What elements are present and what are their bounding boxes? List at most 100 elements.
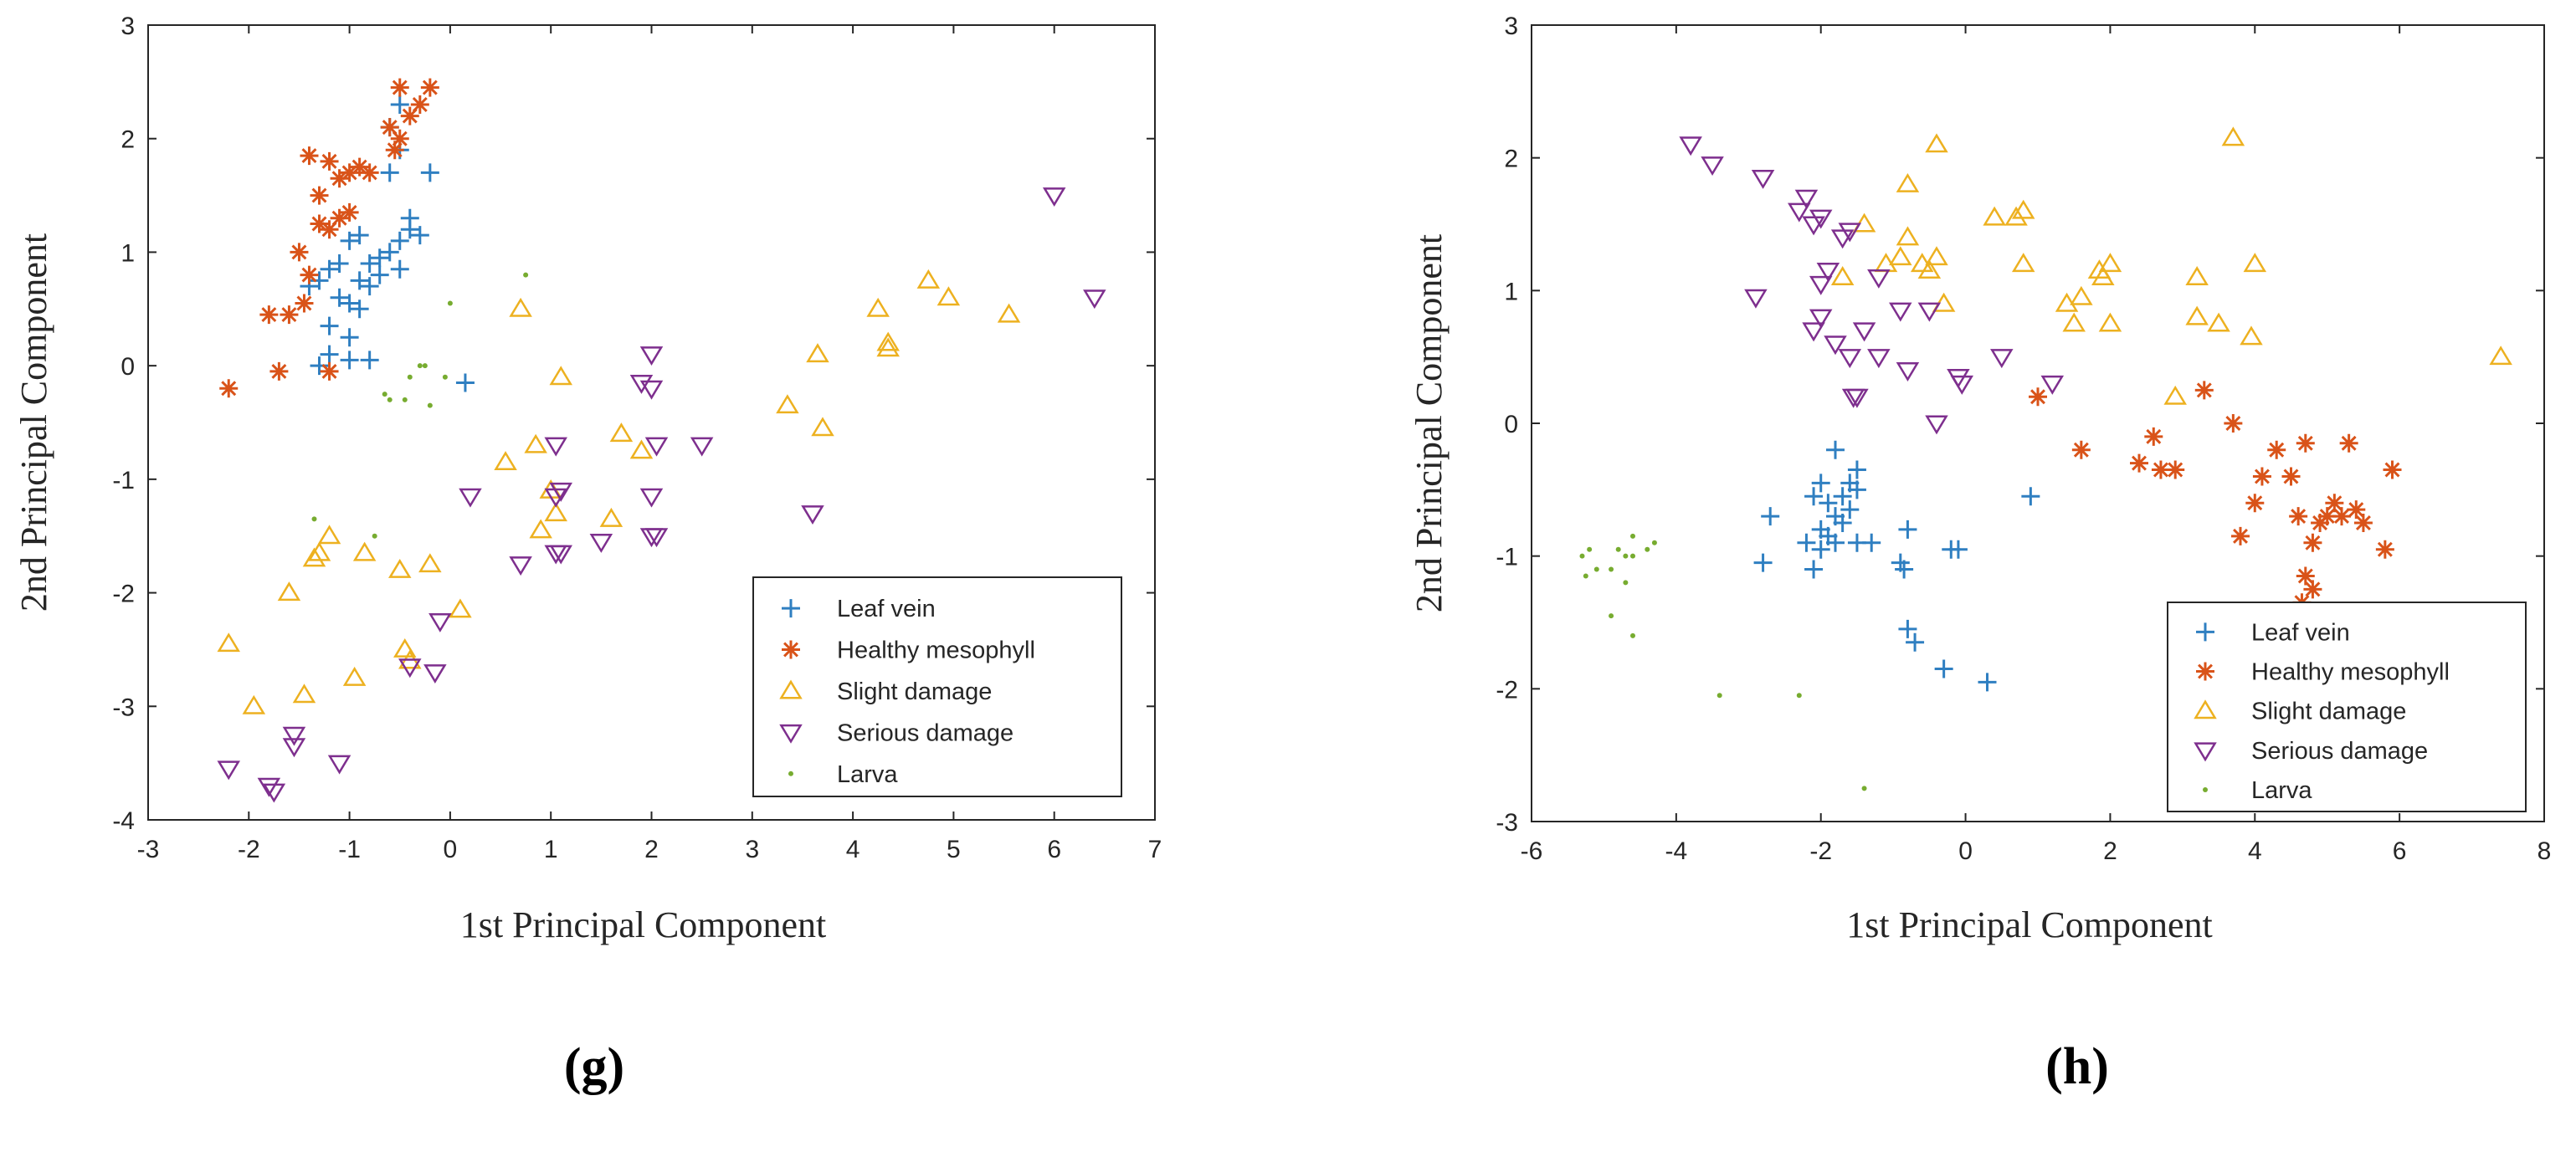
legend-label-larva: Larva — [837, 761, 898, 788]
point-leaf_vein — [1840, 500, 1860, 520]
point-serious — [1816, 263, 1840, 282]
point-healthy — [2281, 467, 2301, 486]
legend-label-healthy: Healthy mesophyll — [837, 637, 1035, 664]
point-leaf_vein — [1833, 514, 1852, 532]
point-serious — [1701, 156, 1724, 177]
point-serious — [1794, 189, 1819, 209]
point-serious — [509, 556, 532, 576]
point-slight — [549, 366, 572, 386]
point-healthy — [310, 214, 329, 233]
point-serious — [644, 528, 669, 548]
series-healthy — [219, 78, 439, 398]
point-serious — [327, 755, 352, 775]
point-larva — [1593, 566, 1599, 572]
legend-marker-serious — [779, 724, 803, 744]
legend-box — [752, 576, 1122, 797]
y-axis-label: 2nd Principal Component — [1409, 234, 1450, 612]
x-tick-label: -1 — [338, 836, 361, 863]
point-serious — [1838, 349, 1862, 369]
point-serious — [1802, 216, 1825, 236]
point-leaf_vein — [330, 254, 349, 273]
point-healthy — [2289, 507, 2308, 526]
series-leaf_vein — [300, 95, 475, 392]
point-leaf_vein — [1753, 553, 1773, 572]
x-tick-label: 5 — [947, 836, 961, 863]
point-serious — [423, 664, 447, 684]
point-healthy — [295, 294, 314, 313]
point-healthy — [420, 78, 439, 97]
point-leaf_vein — [1826, 533, 1845, 552]
point-serious — [589, 534, 613, 553]
y-tick-label: 2 — [1504, 146, 1518, 173]
series-larva — [311, 272, 529, 539]
point-healthy — [360, 163, 379, 182]
point-slight — [342, 666, 367, 686]
x-axis-label: 1st Principal Component — [460, 904, 827, 945]
point-slight — [776, 394, 799, 414]
point-leaf_vein — [2021, 487, 2040, 506]
point-healthy — [269, 361, 289, 381]
point-serious — [690, 437, 714, 457]
x-tick-label: -6 — [1521, 837, 1543, 865]
x-tick-label: 6 — [2393, 837, 2407, 865]
point-slight — [2070, 285, 2093, 305]
series-slight — [1830, 126, 2512, 405]
point-healthy — [300, 146, 319, 166]
point-slight — [2185, 305, 2209, 325]
point-healthy — [330, 169, 349, 188]
point-slight — [629, 439, 654, 459]
point-slight — [936, 286, 961, 306]
point-serious — [459, 488, 482, 508]
point-leaf_vein — [1898, 619, 1917, 638]
point-larva — [427, 402, 433, 408]
point-slight — [1983, 206, 2006, 226]
point-larva — [1651, 540, 1657, 545]
point-healthy — [2317, 507, 2337, 526]
panel-label: (h) — [2045, 1038, 2109, 1095]
point-leaf_vein — [400, 220, 419, 239]
point-healthy — [2383, 460, 2402, 479]
point-leaf_vein — [340, 294, 359, 313]
point-healthy — [400, 106, 419, 125]
point-healthy — [2311, 514, 2330, 532]
point-slight — [393, 637, 417, 658]
point-leaf_vein — [1948, 540, 1968, 559]
point-larva — [1623, 580, 1629, 586]
x-tick-label: 4 — [846, 836, 860, 863]
point-slight — [2243, 253, 2267, 273]
point-slight — [307, 541, 331, 561]
point-slight — [2011, 199, 2035, 219]
point-leaf_vein — [360, 254, 379, 273]
point-serious — [1802, 322, 1825, 342]
point-leaf_vein — [320, 345, 339, 364]
y-tick-label: 2 — [121, 126, 135, 154]
point-healthy — [390, 78, 409, 97]
x-tick-label: -2 — [1809, 837, 1832, 865]
point-leaf_vein — [360, 277, 379, 296]
point-slight — [2489, 346, 2512, 366]
x-tick-label: -3 — [137, 836, 160, 863]
legend-marker-slight — [779, 679, 803, 699]
point-slight — [2062, 312, 2086, 332]
point-serious — [1917, 302, 1942, 322]
point-larva — [407, 374, 413, 380]
point-larva — [1630, 553, 1635, 559]
point-leaf_vein — [380, 243, 399, 262]
point-serious — [428, 613, 452, 632]
point-leaf_vein — [420, 163, 439, 182]
point-larva — [1609, 566, 1614, 572]
point-serious — [1925, 415, 1948, 435]
y-tick-label: -2 — [1496, 676, 1518, 704]
point-slight — [509, 297, 532, 317]
point-larva — [1623, 553, 1629, 559]
point-leaf_vein — [455, 373, 475, 392]
point-slight — [2163, 385, 2187, 405]
y-tick-label: 0 — [121, 353, 135, 381]
point-serious — [544, 545, 567, 565]
point-serious — [1744, 289, 1768, 309]
point-leaf_vein — [370, 265, 389, 284]
y-tick-label: 3 — [121, 13, 135, 40]
series-larva — [1579, 533, 1867, 791]
point-healthy — [340, 163, 359, 182]
